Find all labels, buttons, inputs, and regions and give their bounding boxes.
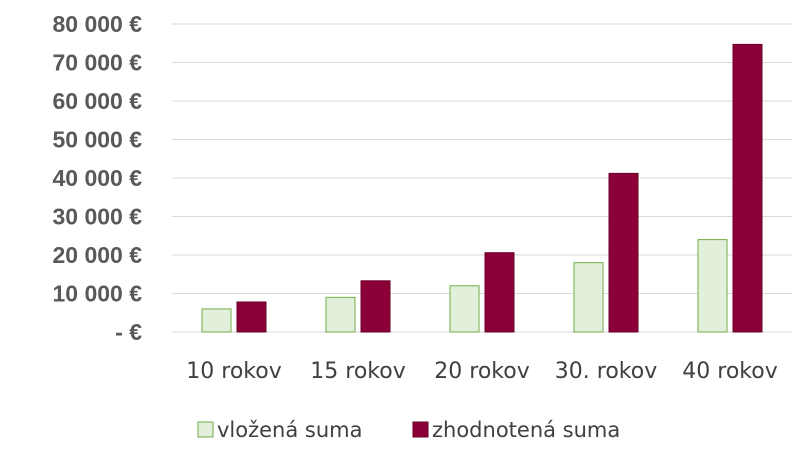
bar-vlozena-suma [449, 285, 480, 333]
x-tick-label: 10 rokov [186, 359, 281, 384]
bar-zhodnotena-suma [608, 172, 639, 333]
x-axis-ticks: 10 rokov 15 rokov 20 rokov 30. rokov 40 roko… [186, 359, 777, 384]
bar-vlozena-suma [325, 296, 356, 333]
gridlines [172, 23, 792, 333]
y-tick-label: 70 000 € [52, 50, 142, 76]
legend-label: vložená suma [217, 418, 362, 442]
y-tick-label: 50 000 € [52, 127, 142, 153]
y-axis-ticks: - € 10 000 € 20 000 € 30 000 € 40 000 € 50 00… [52, 11, 142, 345]
y-tick-label: 30 000 € [52, 204, 142, 230]
y-tick-label: - € [115, 319, 142, 345]
legend-swatch [197, 421, 214, 438]
bar-zhodnotena-suma [236, 301, 267, 333]
x-tick-label: 15 rokov [310, 359, 405, 384]
bar-zhodnotena-suma [360, 280, 391, 333]
y-tick-label: 40 000 € [52, 165, 142, 191]
y-tick-label: 80 000 € [52, 11, 142, 37]
bar-zhodnotena-suma [484, 252, 515, 333]
x-tick-label: 30. rokov [555, 359, 657, 384]
bar-vlozena-suma [697, 239, 728, 333]
x-tick-label: 40 rokov [682, 359, 777, 384]
y-tick-label: 10 000 € [52, 281, 142, 307]
y-tick-label: 60 000 € [52, 88, 142, 114]
y-tick-label: 20 000 € [52, 242, 142, 268]
x-tick-label: 20 rokov [434, 359, 529, 384]
legend-label: zhodnotená suma [432, 418, 620, 442]
bar-vlozena-suma [573, 262, 604, 333]
legend-swatch [412, 421, 429, 438]
legend: vložená suma zhodnotená suma [197, 418, 620, 442]
bars [201, 43, 763, 333]
bar-vlozena-suma [201, 308, 232, 333]
bar-zhodnotena-suma [732, 43, 763, 333]
